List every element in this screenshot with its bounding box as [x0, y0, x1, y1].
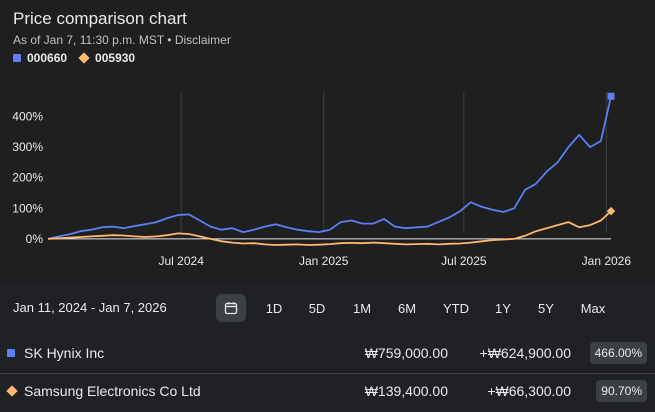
series-line-000660	[47, 96, 612, 240]
stock-price: ₩139,400.00	[364, 383, 448, 399]
y-tick-label: 0%	[26, 232, 44, 246]
legend-label: 000660	[27, 51, 68, 65]
diamond-marker-icon	[6, 385, 18, 397]
stock-price: ₩759,000.00	[364, 345, 448, 361]
calendar-icon	[224, 302, 238, 315]
range-bar: Jan 11, 2024 - Jan 7, 2026 1D 5D 1M 6M Y…	[0, 283, 655, 333]
chart-legend: 000660 005930	[13, 51, 135, 65]
end-point-marker	[607, 92, 615, 100]
y-tick-label: 300%	[12, 140, 43, 154]
x-tick-label: Jan 2026	[582, 254, 632, 268]
percent-change-badge: 466.00%	[589, 342, 647, 364]
stock-change: +₩624,900.00	[479, 345, 571, 361]
chart-grid	[48, 92, 611, 240]
y-axis: 400% 300% 200% 100% 0%	[12, 109, 43, 245]
range-5d-button[interactable]: 5D	[308, 300, 326, 316]
stock-change: +₩66,300.00	[487, 383, 571, 399]
legend-label: 005930	[95, 51, 136, 65]
range-1y-button[interactable]: 1Y	[495, 300, 511, 316]
range-max-button[interactable]: Max	[580, 300, 606, 316]
date-range-label: Jan 11, 2024 - Jan 7, 2026	[13, 300, 167, 315]
range-1m-button[interactable]: 1M	[352, 300, 372, 316]
diamond-marker-icon	[78, 52, 90, 64]
chart-subtitle[interactable]: As of Jan 7, 11:30 p.m. MST • Disclaimer	[13, 33, 231, 47]
series-line-005930	[47, 210, 612, 246]
x-tick-label: Jul 2025	[441, 254, 487, 268]
chart-panel: Price comparison chart As of Jan 7, 11:3…	[0, 9, 655, 280]
range-1d-button[interactable]: 1D	[265, 300, 283, 316]
y-tick-label: 400%	[12, 109, 43, 123]
y-tick-label: 100%	[12, 201, 43, 215]
x-tick-label: Jan 2025	[299, 254, 349, 268]
chart-title: Price comparison chart	[13, 9, 187, 28]
range-6m-button[interactable]: 6M	[397, 300, 417, 316]
stock-name: SK Hynix Inc	[24, 345, 105, 361]
row-divider	[0, 373, 655, 374]
range-5y-button[interactable]: 5Y	[538, 300, 554, 316]
price-chart[interactable]: 400%300%200%100%0% Jul 2024 Jan 2025 Jul 2…	[0, 80, 655, 280]
x-tick-label: Jul 2024	[159, 254, 205, 268]
chart-series	[47, 92, 616, 246]
stock-name: Samsung Electronics Co Ltd	[24, 383, 201, 399]
calendar-button[interactable]	[216, 294, 246, 322]
table-row[interactable]: SK Hynix Inc ₩759,000.00 +₩624,900.00 46…	[0, 335, 655, 371]
square-marker-icon	[7, 349, 15, 357]
square-marker-icon	[13, 54, 21, 62]
legend-item-000660[interactable]: 000660	[13, 51, 67, 65]
x-axis: Jul 2024 Jan 2025 Jul 2025 Jan 2026	[159, 254, 632, 268]
percent-change-badge: 90.70%	[596, 380, 647, 402]
legend-item-005930[interactable]: 005930	[78, 51, 136, 65]
table-row[interactable]: Samsung Electronics Co Ltd ₩139,400.00 +…	[0, 373, 655, 409]
range-ytd-button[interactable]: YTD	[443, 300, 469, 316]
y-tick-label: 200%	[12, 171, 43, 185]
